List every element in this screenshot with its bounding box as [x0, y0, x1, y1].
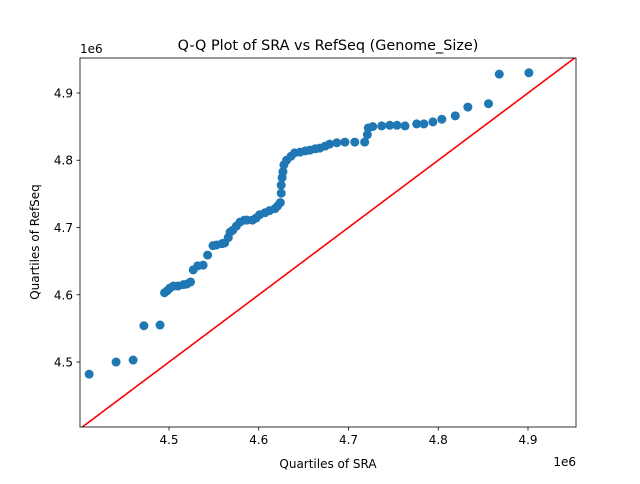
data-point: [198, 260, 208, 270]
data-point: [385, 120, 395, 130]
data-point: [362, 130, 372, 140]
axes-ticks: 4.5 4.6 4.7 4.8 4.9 4.5 4.6 4.7 4.8 4.9: [54, 86, 538, 447]
data-point: [368, 122, 378, 132]
data-point: [437, 114, 447, 124]
plot-area: [80, 58, 576, 427]
data-point: [139, 321, 149, 331]
data-point: [524, 68, 534, 78]
x-tick-label: 4.6: [249, 433, 268, 447]
chart-title: Q-Q Plot of SRA vs RefSeq (Genome_Size): [178, 38, 479, 54]
data-point: [412, 119, 422, 129]
data-point: [325, 139, 335, 149]
y-tick-label: 4.9: [54, 86, 73, 100]
x-tick-label: 4.9: [518, 433, 537, 447]
x-tick-label: 4.8: [429, 433, 448, 447]
x-axis-label: Quartiles of SRA: [279, 457, 377, 471]
data-point: [428, 117, 438, 127]
data-point: [377, 121, 387, 131]
data-point: [155, 320, 165, 330]
data-point: [450, 111, 460, 121]
y-tick-label: 4.5: [54, 356, 73, 370]
x-tick-label: 4.5: [159, 433, 178, 447]
data-point: [392, 120, 402, 130]
data-point: [111, 357, 121, 367]
data-point: [340, 137, 350, 147]
data-point: [203, 250, 213, 260]
data-point: [419, 119, 429, 129]
data-point: [276, 180, 286, 190]
data-point: [350, 137, 360, 147]
y-tick-label: 4.8: [54, 154, 73, 168]
data-point: [275, 198, 285, 208]
data-point: [494, 69, 504, 79]
y-offset-label: 1e6: [80, 42, 103, 56]
x-tick-label: 4.7: [339, 433, 358, 447]
y-tick-label: 4.7: [54, 221, 73, 235]
data-point: [84, 369, 94, 379]
data-point: [360, 137, 370, 147]
data-point: [400, 121, 410, 131]
data-point: [128, 355, 138, 365]
y-axis-label: Quartiles of RefSeq: [28, 184, 42, 300]
data-point: [332, 138, 342, 148]
reference-line: [80, 58, 576, 427]
axes-frame: [79, 57, 577, 428]
data-point: [463, 102, 473, 112]
data-point: [186, 277, 196, 287]
data-point: [484, 99, 494, 109]
x-offset-label: 1e6: [553, 455, 576, 469]
data-point: [276, 188, 286, 198]
y-tick-label: 4.6: [54, 288, 73, 302]
data-point: [278, 167, 288, 177]
